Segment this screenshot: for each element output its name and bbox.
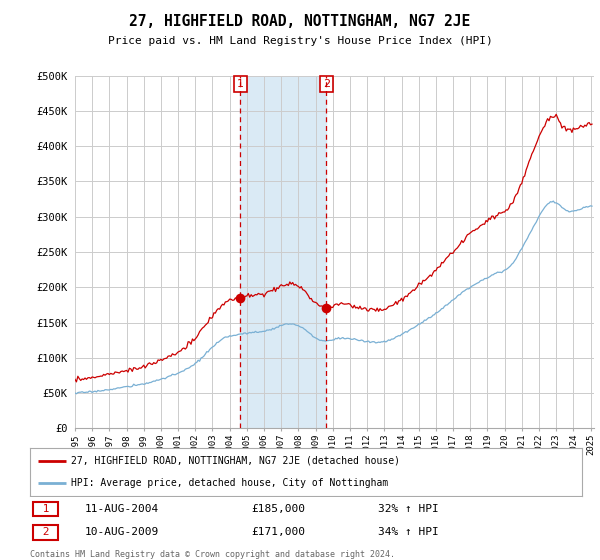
Text: 34% ↑ HPI: 34% ↑ HPI — [378, 528, 439, 538]
Text: 27, HIGHFIELD ROAD, NOTTINGHAM, NG7 2JE: 27, HIGHFIELD ROAD, NOTTINGHAM, NG7 2JE — [130, 14, 470, 29]
Text: £171,000: £171,000 — [251, 528, 305, 538]
Text: 2: 2 — [35, 528, 56, 538]
Text: HPI: Average price, detached house, City of Nottingham: HPI: Average price, detached house, City… — [71, 478, 389, 488]
Text: 1: 1 — [237, 79, 244, 89]
Text: 1: 1 — [35, 504, 56, 514]
Text: 10-AUG-2009: 10-AUG-2009 — [85, 528, 160, 538]
Text: 11-AUG-2004: 11-AUG-2004 — [85, 504, 160, 514]
Text: 32% ↑ HPI: 32% ↑ HPI — [378, 504, 439, 514]
Text: Contains HM Land Registry data © Crown copyright and database right 2024.
This d: Contains HM Land Registry data © Crown c… — [30, 550, 395, 560]
Text: £185,000: £185,000 — [251, 504, 305, 514]
Text: 27, HIGHFIELD ROAD, NOTTINGHAM, NG7 2JE (detached house): 27, HIGHFIELD ROAD, NOTTINGHAM, NG7 2JE … — [71, 456, 400, 466]
Text: 2: 2 — [323, 79, 330, 89]
Bar — [241, 76, 326, 428]
Text: Price paid vs. HM Land Registry's House Price Index (HPI): Price paid vs. HM Land Registry's House … — [107, 36, 493, 46]
